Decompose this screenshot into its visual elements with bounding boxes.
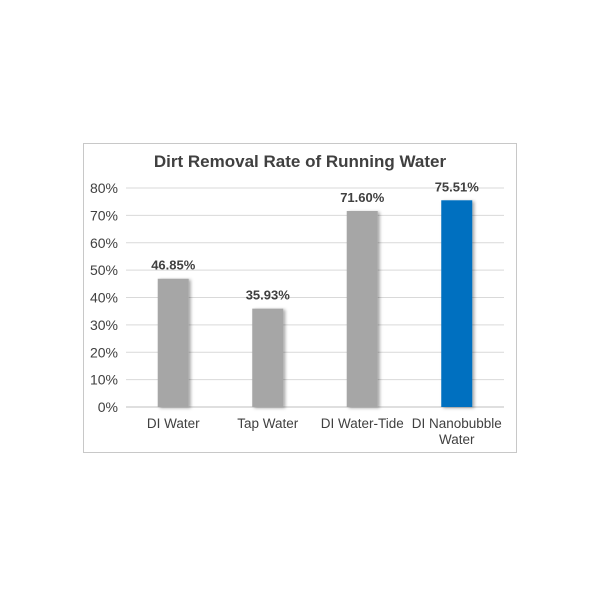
data-label: 35.93% <box>246 288 291 303</box>
data-label: 46.85% <box>151 258 196 273</box>
data-label: 71.60% <box>340 190 385 205</box>
bar <box>441 200 473 407</box>
x-tick-label: DI Water <box>147 416 200 431</box>
y-tick-label: 0% <box>98 399 118 415</box>
y-tick-label: 50% <box>90 262 118 278</box>
y-tick-label: 40% <box>90 290 118 306</box>
x-tick-label: Water <box>439 432 475 447</box>
y-tick-label: 60% <box>90 235 118 251</box>
data-label: 75.51% <box>435 179 480 194</box>
bar <box>157 278 189 407</box>
x-tick-label: DI Nanobubble <box>412 416 502 431</box>
y-tick-label: 70% <box>90 207 118 223</box>
bar <box>346 210 378 407</box>
y-tick-label: 80% <box>90 180 118 196</box>
y-tick-label: 20% <box>90 344 118 360</box>
x-tick-label: Tap Water <box>237 416 299 431</box>
chart-title: Dirt Removal Rate of Running Water <box>153 152 447 171</box>
bar <box>252 308 284 407</box>
y-tick-label: 10% <box>90 372 118 388</box>
x-tick-label: DI Water-Tide <box>321 416 404 431</box>
y-tick-label: 30% <box>90 317 118 333</box>
